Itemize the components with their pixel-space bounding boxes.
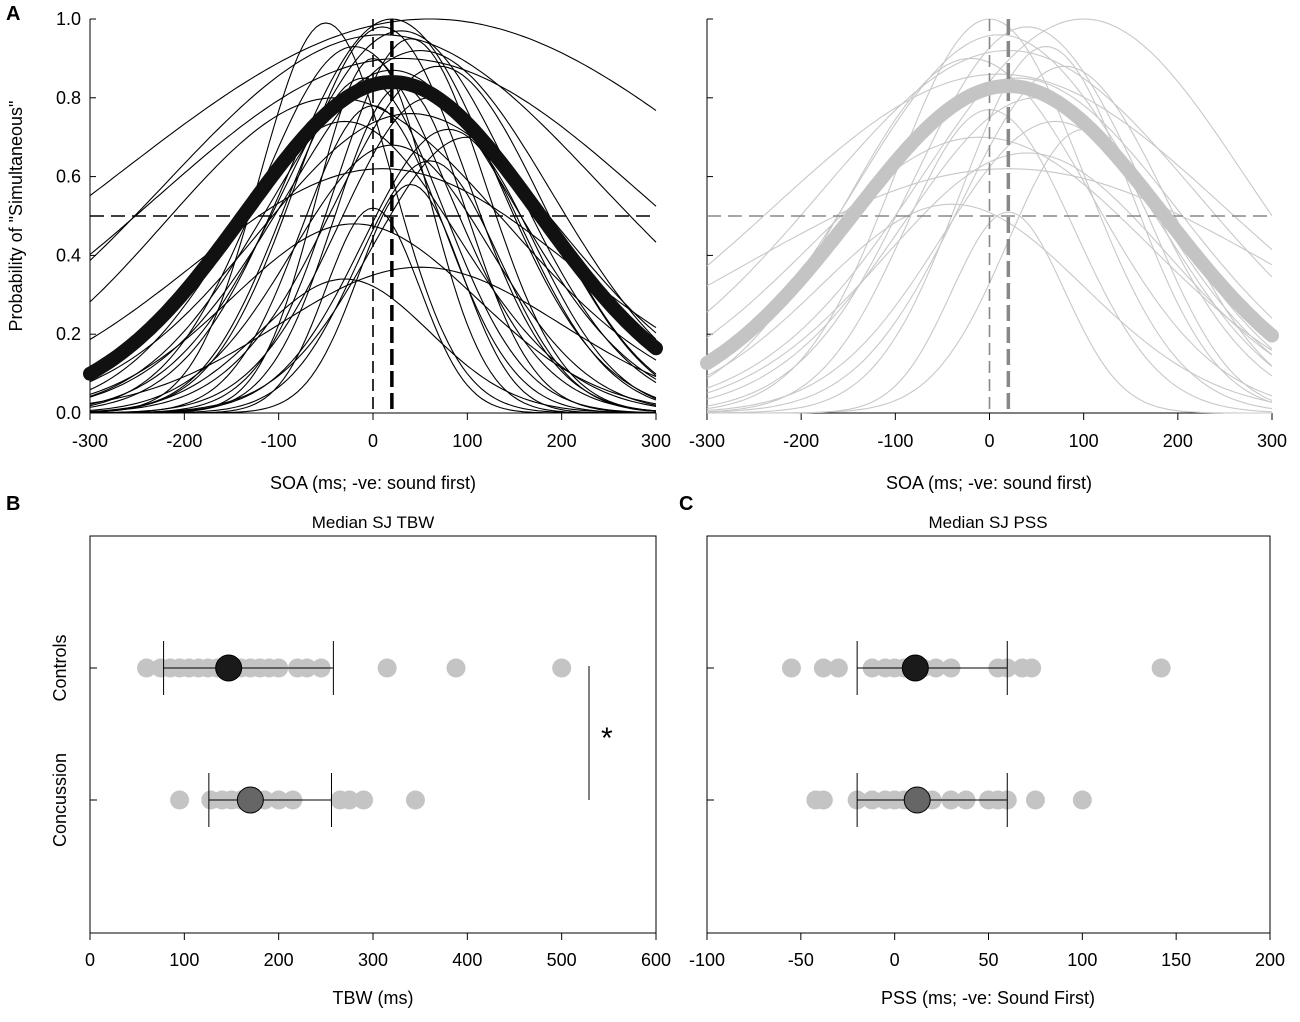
- panel-c-x-tick-label: 200: [1255, 950, 1285, 970]
- panel-c-point-controls: [781, 658, 801, 678]
- panel-a-right-x-tick-label: 100: [1069, 431, 1099, 451]
- panel-a-left-plot: 0.0 0.2 0.4 0.6 0.8 1.0 -300 -200 -100 0 100 200 300: [56, 9, 671, 451]
- panel-a-left-subject-curve-22: [89, 97, 657, 361]
- panel-a-left-x-tick-label: 100: [452, 431, 482, 451]
- panel-a-left-y-tick-label: 1.0: [56, 9, 81, 29]
- panel-c-x-axis-label: PSS (ms; -ve: Sound First): [881, 988, 1095, 1008]
- panel-b-point-concussion: [170, 790, 190, 810]
- panel-b-x-axis-label: TBW (ms): [333, 988, 414, 1008]
- panel-a-left-x-tick-label: -100: [261, 431, 297, 451]
- panel-a-right-x-tick-label: -300: [689, 431, 725, 451]
- panel-a-left-subject-curve-16: [89, 113, 657, 383]
- panel-a-right-x-tick-label: 0: [984, 431, 994, 451]
- panel-a-left-y-tick-label: 0.6: [56, 167, 81, 187]
- panel-b-x-tick-label: 0: [85, 950, 95, 970]
- panel-a-right-subject-curve-6: [706, 49, 1273, 313]
- panel-a-left-y-tick-label: 0.8: [56, 88, 81, 108]
- panel-c-x-tick-label: 0: [890, 950, 900, 970]
- panel-c-point-controls: [813, 658, 833, 678]
- panel-a-right-x-tick-label: -200: [783, 431, 819, 451]
- panel-c-median-concussion: [903, 786, 931, 814]
- panel-a-left-x-tick-label: -200: [166, 431, 202, 451]
- panel-a-y-axis-label: Probability of "Simultaneous": [6, 101, 26, 332]
- panel-a-left-subject-curve-23: [89, 34, 657, 261]
- panel-a-left-x-tick-label: 0: [368, 431, 378, 451]
- panel-a-right-mean-curve: [700, 78, 1279, 371]
- panel-a-left-subject-curve-8: [89, 49, 657, 398]
- panel-a-right-plot: -300 -200 -100 0 100 200 300: [689, 18, 1287, 451]
- panel-letter-a: A: [6, 3, 20, 25]
- panel-c-x-tick-label: 50: [978, 950, 998, 970]
- panel-b-frame: [89, 535, 657, 934]
- panel-a-left-x-tick-label: 200: [547, 431, 577, 451]
- panel-a-right-subject-curve-18: [707, 128, 1273, 414]
- panel-b-x-tick-label: 600: [641, 950, 671, 970]
- panel-letter-b: B: [6, 493, 20, 515]
- panel-b-point-controls: [377, 658, 397, 678]
- panel-b-point-concussion: [339, 790, 359, 810]
- panel-c-x-tick-label: 100: [1067, 950, 1097, 970]
- panel-c-median-controls: [901, 654, 929, 682]
- panel-b-median-concussion: [236, 786, 264, 814]
- panel-a-left-y-tick-label: 0.4: [56, 245, 81, 265]
- panel-a-left-x-tick-label: 300: [641, 431, 671, 451]
- panel-letter-c: C: [679, 493, 693, 515]
- panel-c-point-controls: [1151, 658, 1171, 678]
- panel-c-point-concussion: [1072, 790, 1092, 810]
- panel-c-point-concussion: [1025, 790, 1045, 810]
- panel-c-title: Median SJ PSS: [928, 513, 1047, 532]
- panel-b-point-controls: [137, 658, 157, 678]
- panel-c-plot: -100 -50 0 50 100 150 200: [689, 535, 1285, 970]
- panel-c-x-tick-label: 150: [1161, 950, 1191, 970]
- panel-a-right-x-tick-label: 200: [1163, 431, 1193, 451]
- significance-star: *: [601, 722, 613, 755]
- panel-b-plot: 0 100 200 300 400 500 600: [85, 535, 671, 970]
- panel-c-point-concussion: [813, 790, 833, 810]
- panel-c-x-tick-label: -50: [788, 950, 814, 970]
- panel-b-median-controls: [215, 654, 243, 682]
- panel-a-left-y-tick-label: 0.0: [56, 403, 81, 423]
- panel-b-point-controls: [552, 658, 572, 678]
- panel-c-frame: [706, 535, 1271, 934]
- panel-b-title: Median SJ TBW: [312, 513, 435, 532]
- panel-a-left-x-axis-label: SOA (ms; -ve: sound first): [270, 473, 476, 493]
- panel-b-x-tick-label: 200: [264, 950, 294, 970]
- panel-a-right-x-tick-label: 300: [1257, 431, 1287, 451]
- panel-b-x-tick-label: 300: [358, 950, 388, 970]
- panel-a-right-x-tick-label: -100: [877, 431, 913, 451]
- panel-c-point-controls: [1022, 658, 1042, 678]
- panel-a-right-subject-curve-14: [706, 152, 1273, 394]
- panel-b-x-tick-label: 500: [547, 950, 577, 970]
- panel-a-right-subject-curve-16: [706, 203, 1273, 403]
- panel-b-point-controls: [446, 658, 466, 678]
- panel-c-x-tick-label: -100: [689, 950, 725, 970]
- panel-c-point-controls: [828, 658, 848, 678]
- panel-b-category-controls: Controls: [50, 634, 70, 701]
- panel-a-right-x-axis-label: SOA (ms; -ve: sound first): [886, 473, 1092, 493]
- panel-b-x-tick-label: 100: [169, 950, 199, 970]
- panel-b-category-concussion: Concussion: [50, 753, 70, 847]
- panel-a-left-x-tick-label: -300: [72, 431, 108, 451]
- panel-a-left-mean-curve: [83, 74, 663, 381]
- panel-b-point-concussion: [405, 790, 425, 810]
- panel-a-left-subject-curve-28: [89, 278, 656, 414]
- panel-b-point-concussion: [354, 790, 374, 810]
- panel-a-left-y-tick-label: 0.2: [56, 324, 81, 344]
- panel-b-x-tick-label: 400: [452, 950, 482, 970]
